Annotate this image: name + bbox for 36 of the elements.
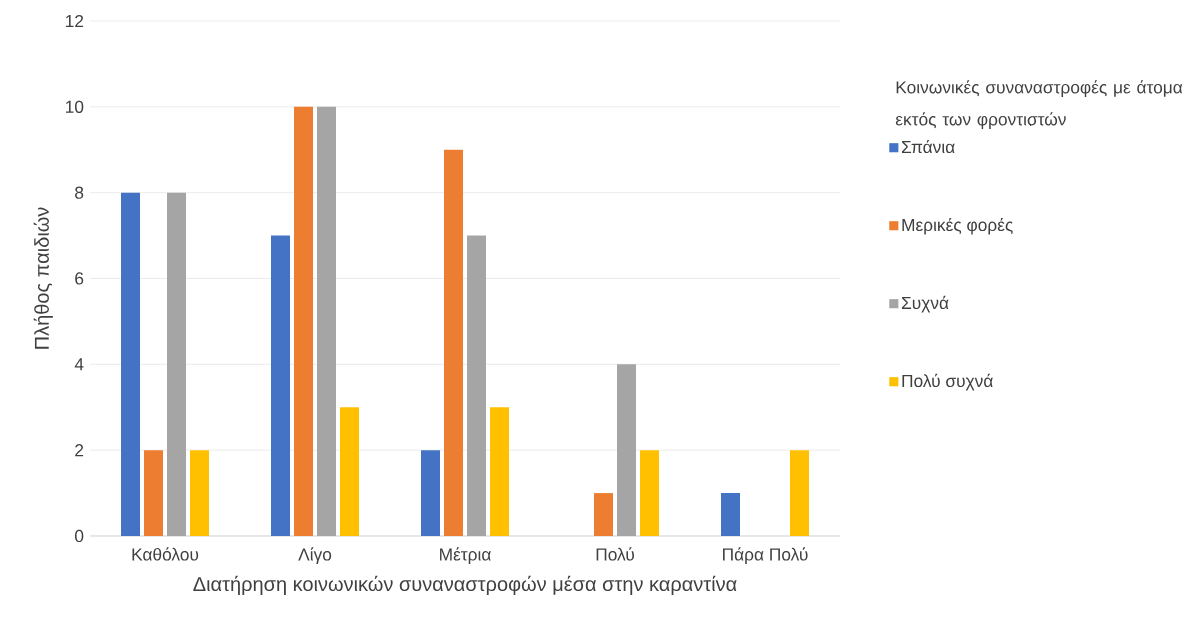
x-tick-label: Πάρα Πολύ bbox=[723, 547, 808, 565]
y-tick-label: 0 bbox=[75, 529, 84, 543]
legend-label: Σπάνια bbox=[901, 139, 955, 154]
legend-label: Μερικές φορές bbox=[902, 217, 1013, 235]
bar bbox=[167, 192, 187, 536]
bar bbox=[271, 235, 291, 536]
y-tick-label: 12 bbox=[66, 14, 84, 28]
x-tick-label: Πολύ bbox=[596, 547, 634, 561]
legend-label: Πολύ συχνά bbox=[902, 373, 993, 391]
y-tick-label: 10 bbox=[66, 100, 84, 113]
bar bbox=[144, 450, 164, 536]
bar bbox=[594, 493, 614, 536]
x-axis-title: Διατήρηση κοινωνικών συναναστροφών μέσα στην καραντίνα bbox=[193, 575, 737, 596]
bar bbox=[790, 450, 809, 536]
bar bbox=[467, 235, 486, 536]
bar bbox=[121, 192, 141, 536]
bar bbox=[294, 106, 314, 536]
legend-label: Συχνά bbox=[901, 295, 949, 313]
bar bbox=[617, 364, 636, 536]
bar bbox=[340, 407, 360, 536]
bar bbox=[190, 450, 210, 536]
bar bbox=[721, 493, 740, 536]
bar bbox=[317, 106, 337, 536]
y-tick-label: 6 bbox=[75, 272, 84, 285]
y-tick-label: 2 bbox=[75, 444, 84, 457]
legend-title: Κοινωνικές συναναστροφές με άτομα εκτός των φροντιστών bbox=[895, 80, 1183, 129]
x-tick-label: Μέτρια bbox=[440, 547, 491, 565]
bar bbox=[640, 450, 660, 536]
y-axis-title: Πλήθος παιδιών bbox=[33, 207, 53, 349]
bar bbox=[490, 407, 510, 536]
bar bbox=[444, 149, 464, 536]
bar bbox=[421, 450, 440, 536]
y-tick-label: 8 bbox=[75, 186, 84, 199]
x-tick-label: Λίγο bbox=[298, 547, 332, 565]
x-tick-label: Καθόλου bbox=[132, 547, 199, 561]
y-tick-label: 4 bbox=[74, 358, 84, 371]
